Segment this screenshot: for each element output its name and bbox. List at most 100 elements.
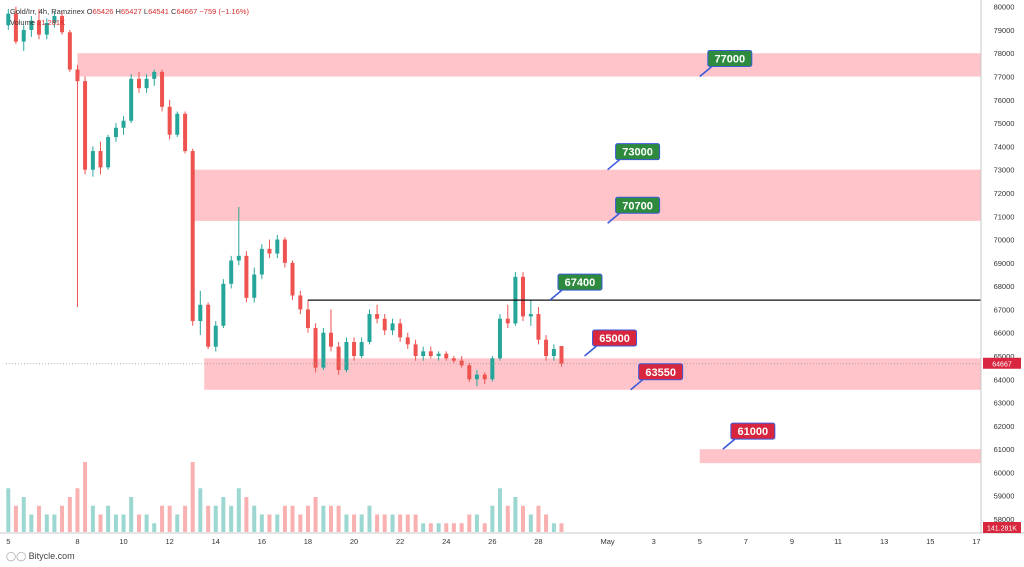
price-tick-10: 68000 <box>994 282 1015 291</box>
volume-bar-66 <box>513 497 518 532</box>
volume-bar-63 <box>490 505 495 532</box>
volume-bar-35 <box>275 514 280 532</box>
candle-body-38 <box>298 295 303 310</box>
candle-body-47 <box>367 314 372 343</box>
volume-bar-37 <box>290 505 295 532</box>
volume-bar-14 <box>113 514 118 532</box>
volume-bar-5 <box>44 514 49 532</box>
time-tick-8: 22 <box>396 537 404 546</box>
legend-volume-label[interactable]: Volume <box>10 18 36 27</box>
volume-bar-46 <box>359 514 364 532</box>
volume-bar-22 <box>175 514 180 532</box>
price-tick-4: 62000 <box>994 422 1015 431</box>
volume-bar-55 <box>428 523 433 532</box>
price-tick-22: 80000 <box>994 3 1015 12</box>
candle-body-7 <box>60 15 65 33</box>
candle-body-10 <box>83 81 88 170</box>
callout-pointer-5 <box>630 379 644 391</box>
price-tick-19: 77000 <box>994 73 1015 82</box>
time-tick-19: 15 <box>926 537 934 546</box>
time-tick-15: 7 <box>744 537 748 546</box>
candle-body-27 <box>213 325 218 347</box>
time-axis[interactable]: 5 8 10 12 14 16 18 20 22 24 26 28 May 3 5 7 9 11 13 15 17 <box>6 537 980 546</box>
last-price-tag-text: 64667 <box>992 361 1012 368</box>
volume-bar-62 <box>482 523 487 532</box>
volume-bar-42 <box>329 505 333 532</box>
candle-body-52 <box>405 337 410 345</box>
candle-body-14 <box>113 127 118 138</box>
candle-layer <box>6 6 564 387</box>
volume-bar-72 <box>559 523 564 532</box>
volume-bar-64 <box>497 488 502 532</box>
volume-tag-bg <box>983 522 1021 533</box>
volume-bar-43 <box>336 505 341 532</box>
volume-bar-53 <box>413 514 418 532</box>
candle-body-5 <box>44 22 49 35</box>
callout-label-5: 63550 <box>645 367 676 379</box>
candle-body-37 <box>290 262 295 296</box>
candle-body-59 <box>459 360 464 366</box>
candle-body-26 <box>206 304 211 347</box>
price-tick-11: 69000 <box>994 259 1015 268</box>
legend-low-value: 64541 <box>148 7 169 16</box>
legend-volume-value: 21.281K <box>37 18 66 27</box>
candle-body-55 <box>428 351 433 356</box>
callout-label-0: 77000 <box>714 54 745 66</box>
time-tick-0: 5 <box>6 537 10 546</box>
candle-body-48 <box>375 314 380 319</box>
candle-body-72 <box>559 346 564 364</box>
volume-bar-20 <box>160 505 165 532</box>
candle-body-23 <box>183 113 188 152</box>
candle-body-1 <box>13 13 18 42</box>
candle-body-3 <box>29 20 34 30</box>
time-tick-4: 14 <box>212 537 220 546</box>
time-tick-14: 5 <box>698 537 702 546</box>
candle-body-11 <box>90 151 95 170</box>
candle-body-49 <box>382 318 387 331</box>
time-tick-12: May <box>601 537 615 546</box>
volume-bar-51 <box>398 514 403 532</box>
callout-label-3: 67400 <box>565 277 596 289</box>
candle-body-8 <box>67 32 72 70</box>
volume-bar-15 <box>121 514 126 532</box>
candle-body-53 <box>413 344 418 356</box>
legend-high-value: 65427 <box>120 7 142 16</box>
zone-rect-3 <box>699 449 981 464</box>
volume-bar-36 <box>282 505 287 532</box>
chart-legend: Gold/Irr, 4h, Ramzinex O65426 H65427 L64… <box>10 6 249 28</box>
time-tick-1: 8 <box>75 537 79 546</box>
candle-body-25 <box>198 304 203 322</box>
zone-rect-2 <box>204 358 982 390</box>
volume-bar-8 <box>67 497 72 532</box>
volume-bar-56 <box>436 523 441 532</box>
price-tick-15: 73000 <box>994 166 1015 175</box>
candle-body-20 <box>160 71 165 107</box>
callout-pointer-1 <box>607 159 621 171</box>
volume-bar-25 <box>198 488 203 532</box>
candle-body-29 <box>229 260 234 284</box>
volume-bar-2 <box>21 497 26 532</box>
price-tick-14: 72000 <box>994 189 1015 198</box>
volume-bar-49 <box>382 514 387 532</box>
time-tick-5: 16 <box>258 537 266 546</box>
callout-box-5 <box>638 363 684 381</box>
callout-label-4: 65000 <box>599 333 630 345</box>
price-tick-5: 63000 <box>994 399 1015 408</box>
volume-bar-40 <box>313 497 318 532</box>
price-tick-0: 58000 <box>994 515 1015 524</box>
zone-rect-0 <box>77 53 981 77</box>
last-price-tag-bg <box>983 357 1021 369</box>
volume-bar-67 <box>521 505 526 532</box>
callout-box-3 <box>557 273 603 291</box>
candle-body-34 <box>267 248 272 254</box>
candle-body-64 <box>497 318 502 359</box>
price-axis[interactable]: 58000 59000 60000 61000 62000 63000 64000 65000… <box>994 3 1015 524</box>
volume-bar-3 <box>29 514 34 532</box>
price-tick-9: 67000 <box>994 305 1015 314</box>
candle-body-40 <box>313 328 318 368</box>
volume-bar-31 <box>244 497 249 532</box>
legend-symbol[interactable]: Gold/Irr, 4h, Ramzinex <box>10 7 85 16</box>
volume-bar-71 <box>551 523 556 532</box>
